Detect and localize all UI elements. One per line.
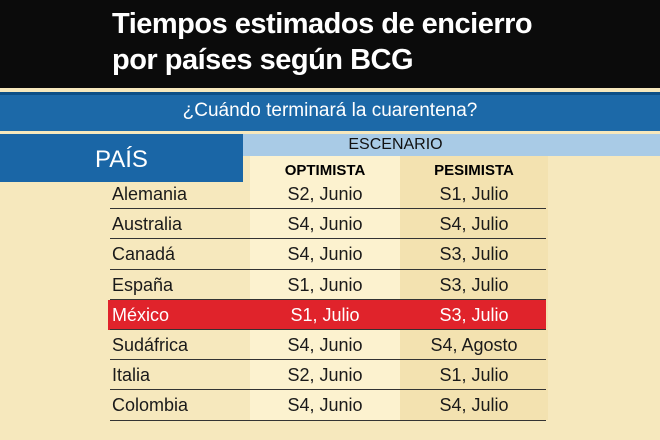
country-cell: Canadá — [112, 244, 176, 265]
row-divider — [110, 329, 546, 330]
row-divider — [110, 268, 546, 270]
pesimista-cell: S3, Julio — [439, 274, 509, 295]
title-line: Tiempos estimados de encierro — [112, 8, 533, 40]
subtitle: ¿Cuándo terminará la cuarentena? — [182, 100, 478, 121]
country-cell: Colombia — [112, 395, 189, 416]
column-header: PESIMISTA — [434, 162, 514, 179]
column-header: OPTIMISTA — [284, 162, 366, 179]
country-cell: México — [112, 304, 170, 325]
pesimista-cell: S4, Agosto — [430, 335, 518, 355]
title-band — [0, 0, 660, 88]
optimista-cell: S2, Junio — [287, 184, 363, 204]
optimista-cell: S4, Junio — [287, 335, 363, 355]
optimista-cell: S4, Junio — [287, 395, 363, 416]
optimista-cell: S1, Junio — [287, 274, 363, 295]
country-header: PAÍS — [0, 134, 243, 182]
row-divider — [110, 389, 546, 391]
country-cell: Italia — [112, 365, 151, 386]
row-divider — [110, 419, 546, 421]
pesimista-cell: S4, Julio — [439, 395, 509, 416]
pesimista-cell: S1, Julio — [439, 365, 509, 386]
pesimista-cell: S1, Julio — [439, 184, 509, 204]
row-divider — [110, 238, 546, 240]
optimista-cell: S4, Junio — [287, 244, 363, 265]
subtitle-band — [0, 92, 660, 131]
country-cell: España — [112, 274, 174, 295]
country-cell: Sudáfrica — [112, 335, 189, 355]
row-divider — [110, 359, 546, 361]
optimista-cell: S2, Junio — [287, 365, 363, 386]
row-divider — [110, 208, 546, 210]
highlight-band — [108, 299, 546, 330]
country-cell: Alemania — [112, 184, 188, 204]
scenario-label: ESCENARIO — [348, 136, 443, 153]
optimista-column — [250, 155, 400, 420]
pesimista-cell: S4, Julio — [439, 214, 509, 235]
optimista-cell: S4, Junio — [287, 214, 363, 235]
row-divider — [110, 298, 546, 300]
pesimista-cell: S3, Julio — [439, 304, 509, 325]
country-cell: Australia — [112, 214, 183, 235]
pesimista-column — [400, 155, 548, 420]
pesimista-cell: S3, Julio — [439, 244, 509, 265]
scenario-header: ESCENARIO — [243, 134, 660, 156]
title-line: por países según BCG — [112, 44, 414, 76]
optimista-cell: S1, Julio — [290, 304, 360, 325]
